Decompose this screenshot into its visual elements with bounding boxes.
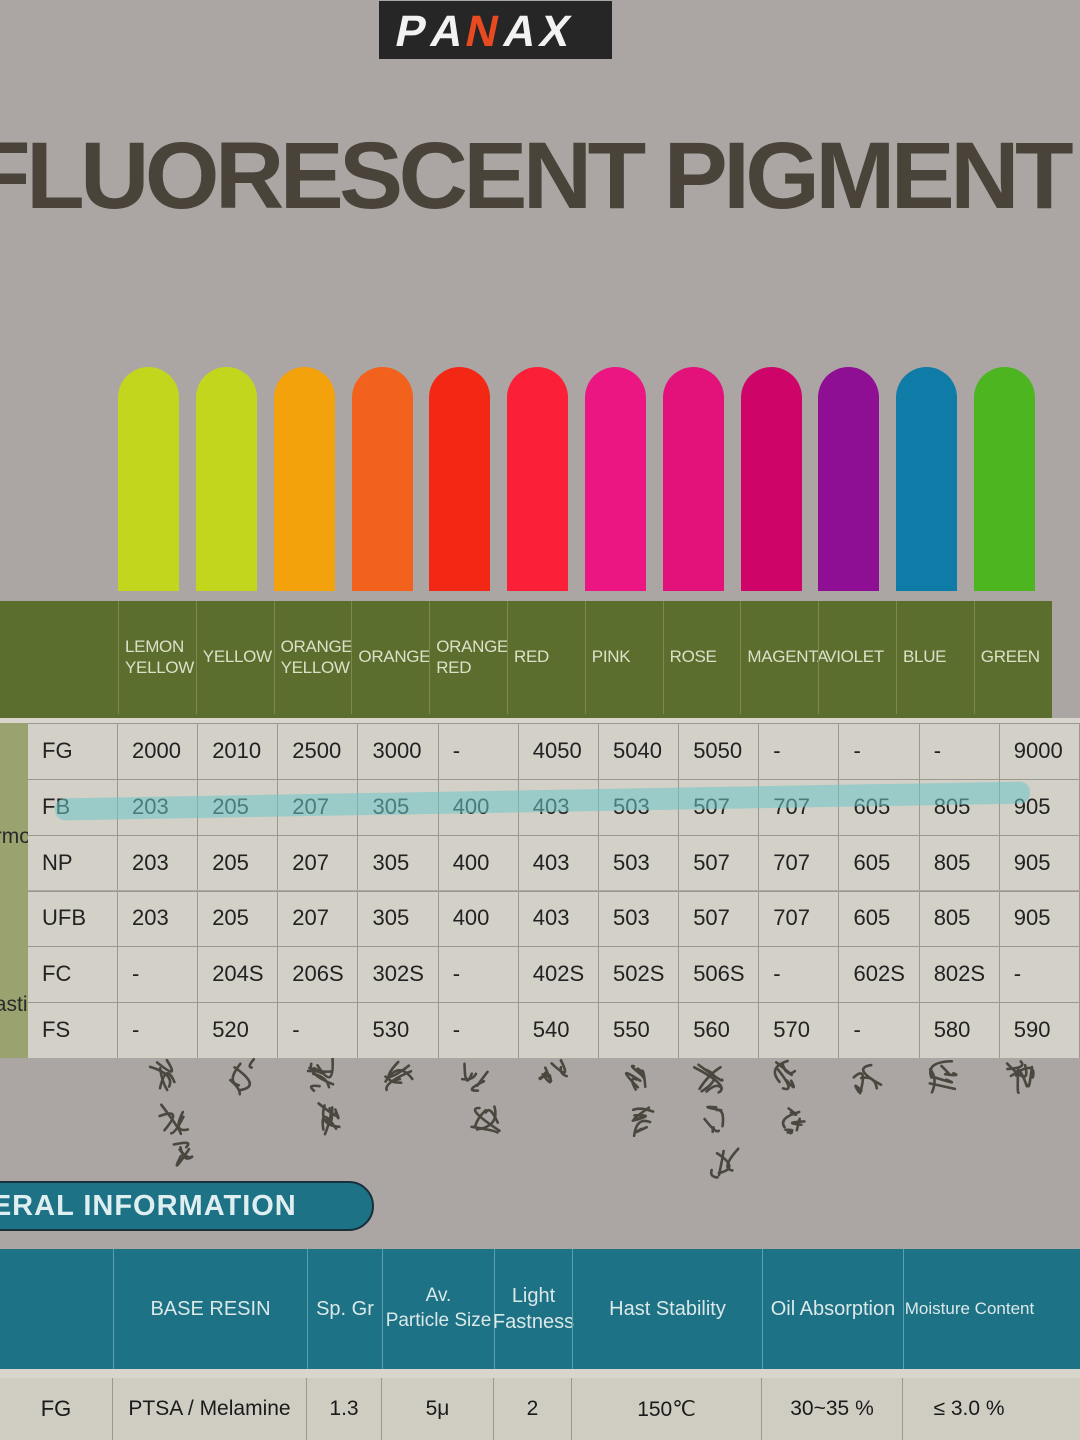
svg-text:N: N [461,7,501,55]
svg-text:X: X [535,7,575,55]
svg-text:A: A [499,7,540,55]
svg-text:P: P [391,7,430,55]
svg-text:A: A [426,7,467,55]
